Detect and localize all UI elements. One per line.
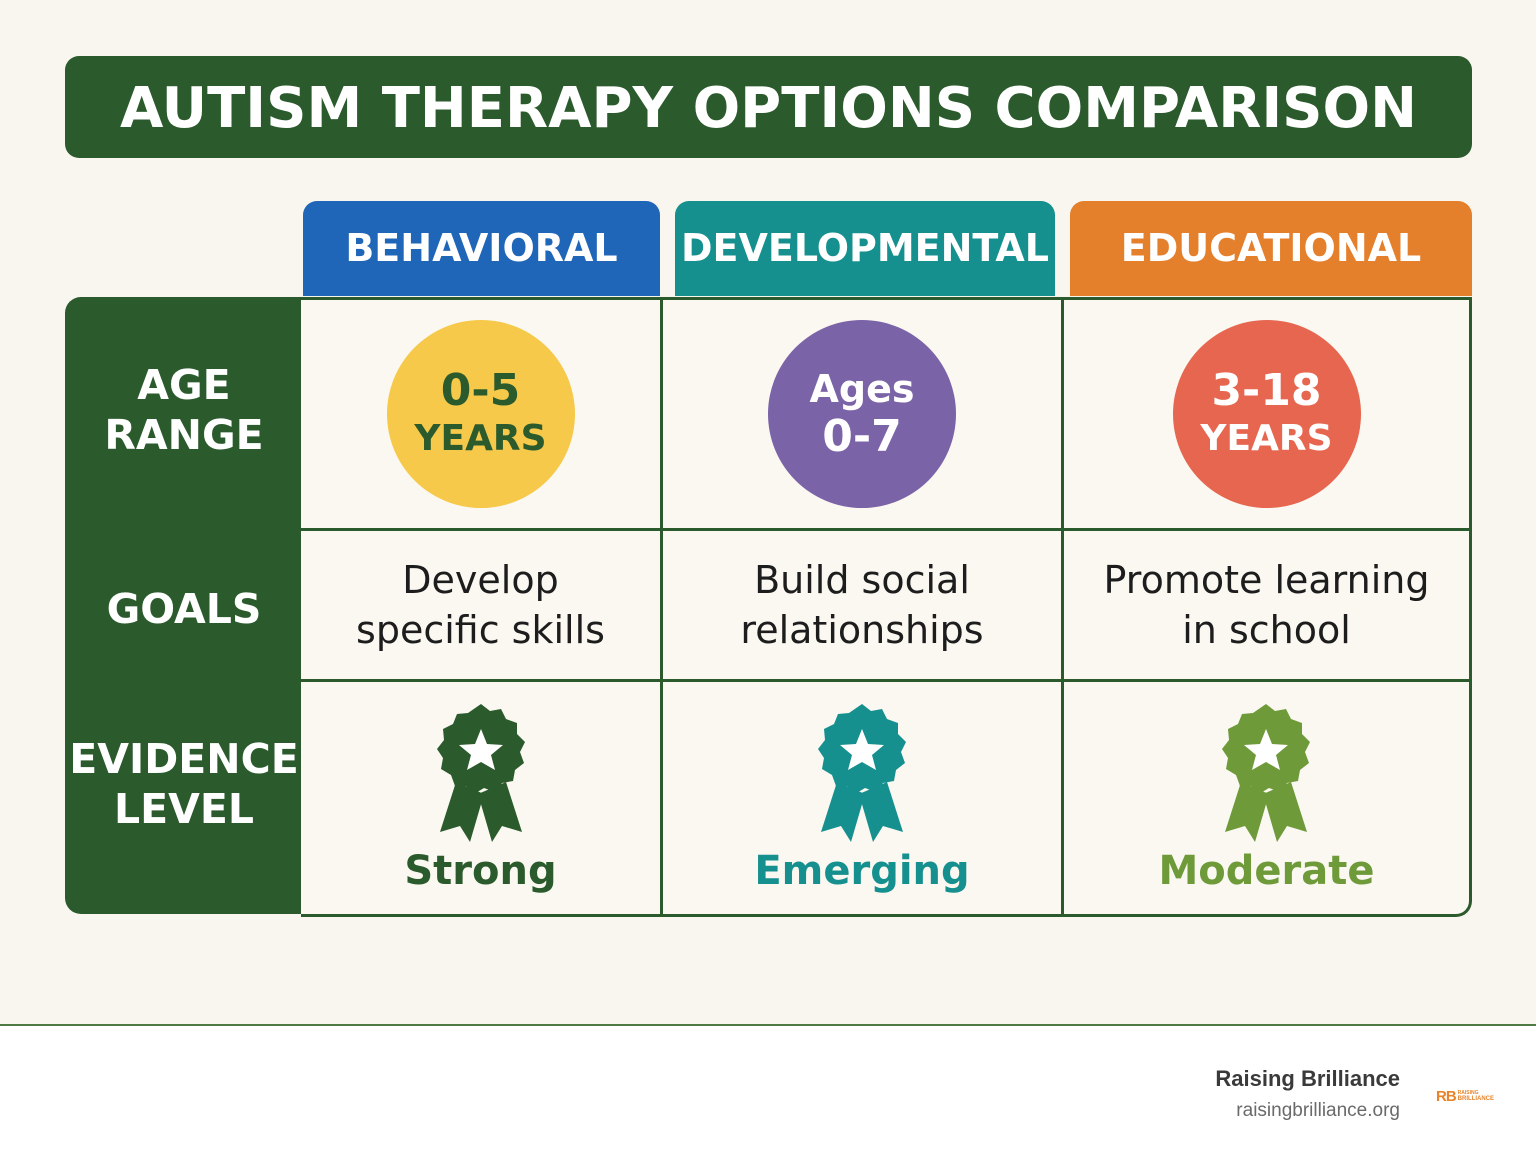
evidence-label: Emerging [754,848,970,894]
goal-cell-behavioral: Develop specific skills [301,531,660,679]
age-unit: YEARS [1200,418,1333,459]
title-banner: AUTISM THERAPY OPTIONS COMPARISON [65,56,1472,158]
grid-divider [301,528,1469,531]
evidence-badge: Moderate [1158,702,1375,894]
goal-cell-developmental: Build social relationships [663,531,1061,679]
age-cell-developmental: Ages 0-7 [663,300,1061,528]
evidence-badge: Strong [404,702,557,894]
grid-divider [301,679,1469,682]
age-cell-educational: 3-18 YEARS [1064,300,1469,528]
goal-text: Develop specific skills [356,555,605,655]
page-title: AUTISM THERAPY OPTIONS COMPARISON [120,75,1417,141]
age-value: 0-5 [440,365,521,416]
logo-word: BRILLIANCE [1457,1096,1495,1102]
comparison-grid: 0-5 YEARS Ages 0-7 3-18 YEARS Develop sp… [301,297,1472,917]
evidence-cell-developmental: Emerging [663,682,1061,914]
goal-line: in school [1182,608,1351,652]
age-circle: Ages 0-7 [768,320,956,508]
row-label-line: GOALS [106,585,262,633]
row-label-line: LEVEL [114,785,254,833]
award-ribbon-icon [436,704,525,842]
logo-mark: RB [1436,1087,1457,1105]
goal-line: Promote learning [1103,558,1430,602]
row-label-line: AGE [137,361,231,409]
age-cell-behavioral: 0-5 YEARS [301,300,660,528]
column-header-label: BEHAVIORAL [345,225,618,270]
goal-cell-educational: Promote learning in school [1064,531,1469,679]
row-label-line: RANGE [104,411,264,459]
grid-divider [660,300,663,914]
column-header-educational: EDUCATIONAL [1070,201,1472,296]
row-label-goals: GOALS [65,559,303,659]
award-ribbon-icon [1222,704,1311,842]
age-prefix: Ages [809,367,915,411]
age-value: 0-7 [822,411,902,462]
goal-line: Develop [402,558,559,602]
footer: Raising Brilliance raisingbrilliance.org… [0,1024,1536,1156]
row-label-evidence-level: EVIDENCE LEVEL [65,729,303,839]
age-unit: YEARS [414,418,547,459]
logo-word: RAISING [1457,1090,1479,1096]
column-header-behavioral: BEHAVIORAL [303,201,660,296]
age-value: 3-18 [1211,365,1322,416]
age-circle: 0-5 YEARS [386,320,575,508]
column-header-label: DEVELOPMENTAL [680,225,1050,270]
row-label-age-range: AGE RANGE [65,350,303,470]
goal-text: Build social relationships [740,555,983,655]
brand-url[interactable]: raisingbrilliance.org [1236,1100,1400,1121]
logo-words: RAISING BRILLIANCE [1458,1090,1494,1102]
row-labels-panel: AGE RANGE GOALS EVIDENCE LEVEL [65,297,303,914]
evidence-cell-behavioral: Strong [301,682,660,914]
goal-line: Build social [754,558,970,602]
goal-line: specific skills [356,608,605,652]
brand-name: Raising Brilliance [1215,1066,1400,1091]
row-label-line: EVIDENCE [69,735,299,783]
age-circle: 3-18 YEARS [1172,320,1361,508]
column-header-developmental: DEVELOPMENTAL [675,201,1055,296]
brand-logo: RB RAISING BRILLIANCE [1436,1086,1496,1106]
goal-text: Promote learning in school [1104,555,1430,655]
evidence-label: Strong [404,848,557,894]
goal-line: relationships [740,608,984,652]
grid-divider [1061,300,1064,914]
evidence-label: Moderate [1158,848,1375,894]
evidence-badge: Emerging [754,702,970,894]
award-ribbon-icon [818,704,906,842]
evidence-cell-educational: Moderate [1064,682,1469,914]
column-header-label: EDUCATIONAL [1120,225,1422,270]
